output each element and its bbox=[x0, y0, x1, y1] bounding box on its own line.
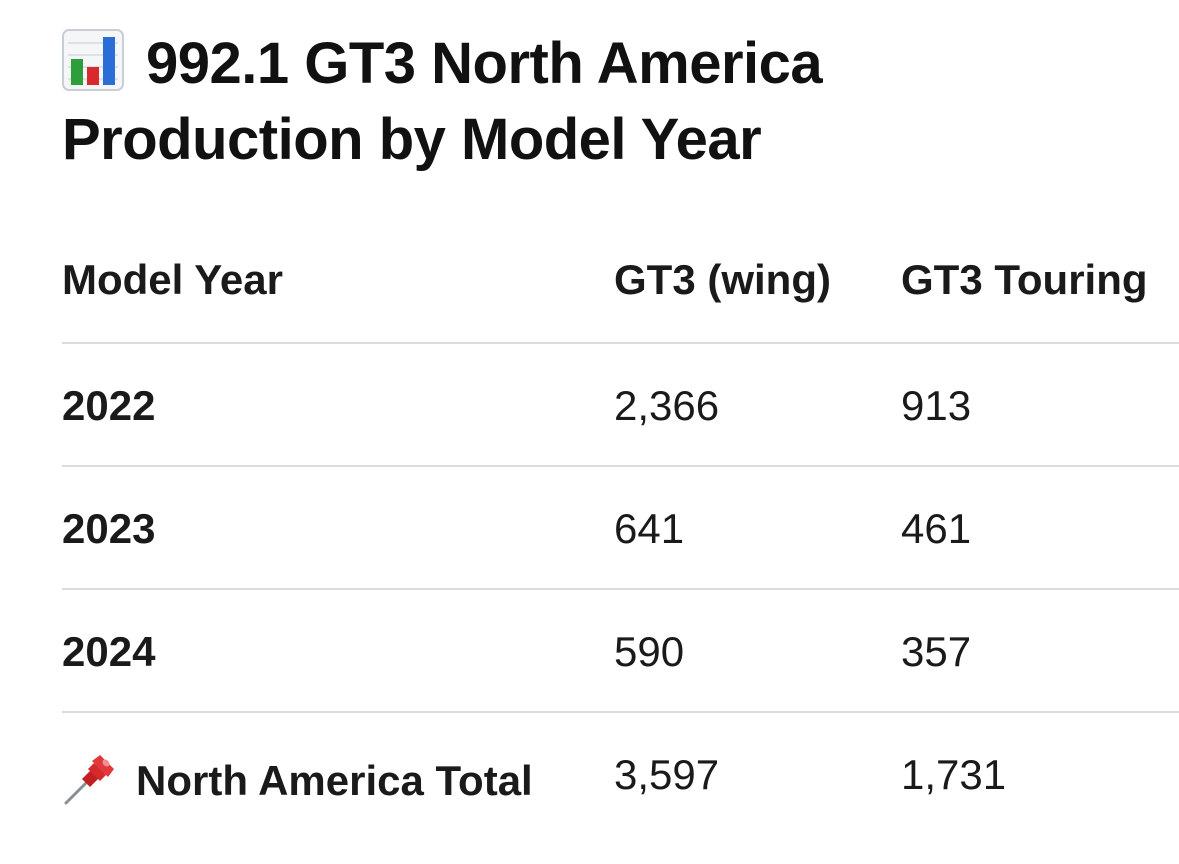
bar-chart-icon bbox=[62, 29, 124, 91]
title-line-1: 992.1 GT3 North America bbox=[146, 31, 823, 96]
cell-total-gt3-wing: 3,597 bbox=[614, 751, 720, 798]
title-line-2: Production by Model Year bbox=[62, 107, 762, 172]
table-row: 2024 590 357 bbox=[62, 590, 1179, 713]
header-model-year: Model Year bbox=[62, 256, 283, 303]
pushpin-icon bbox=[64, 755, 114, 805]
page: 992.1 GT3 North America Production by Mod… bbox=[62, 0, 1179, 864]
cell-gt3-wing: 641 bbox=[614, 505, 685, 552]
cell-gt3-wing: 590 bbox=[614, 628, 685, 675]
cell-year: 2024 bbox=[62, 628, 156, 675]
cell-gt3-touring: 461 bbox=[901, 505, 972, 552]
cell-gt3-touring: 913 bbox=[901, 382, 972, 429]
cell-total-gt3-touring: 1,731 bbox=[901, 751, 1007, 798]
cell-year: 2022 bbox=[62, 382, 156, 429]
header-gt3-touring: GT3 Touring bbox=[901, 256, 1148, 303]
table-header-row: Model Year GT3 (wing) GT3 Touring bbox=[62, 218, 1179, 344]
total-label: North America Total bbox=[136, 757, 533, 804]
table-row: 2023 641 461 bbox=[62, 467, 1179, 590]
table-total-row: North America Total 3,597 1,731 bbox=[62, 713, 1179, 834]
table-row: 2022 2,366 913 bbox=[62, 344, 1179, 467]
cell-gt3-touring: 357 bbox=[901, 628, 972, 675]
production-table: Model Year GT3 (wing) GT3 Touring 2022 2… bbox=[62, 218, 1179, 834]
cell-gt3-wing: 2,366 bbox=[614, 382, 720, 429]
cell-year: 2023 bbox=[62, 505, 156, 552]
header-gt3-wing: GT3 (wing) bbox=[614, 256, 831, 303]
cell-total-label: North America Total bbox=[62, 751, 533, 807]
page-title: 992.1 GT3 North America Production by Mod… bbox=[62, 26, 962, 178]
